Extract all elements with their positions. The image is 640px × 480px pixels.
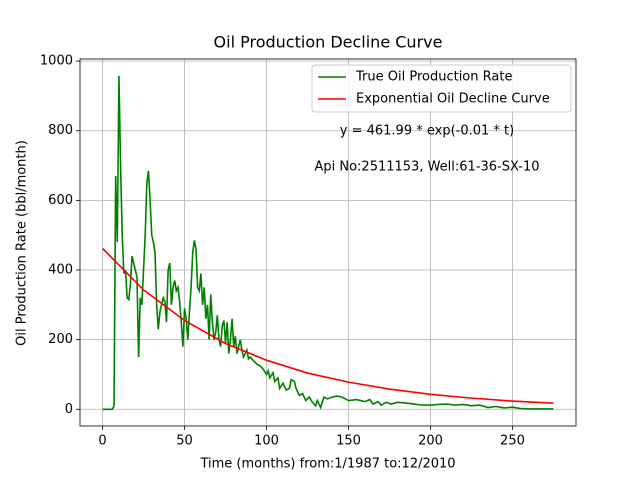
x-tick-label: 250 [500,434,525,449]
chart-title: Oil Production Decline Curve [214,33,443,52]
data-line [101,247,554,404]
legend-label: True Oil Production Rate [355,70,512,85]
x-axis-label: Time (months) from:1/1987 to:12/2010 [199,457,455,472]
y-tick-label: 200 [48,332,73,347]
annotation: Api No:2511153, Well:61-36-SX-10 [314,160,539,175]
annotation: y = 461.99 * exp(-0.01 * t) [340,124,514,139]
x-tick-label: 150 [336,434,361,449]
x-tick-label: 0 [98,434,106,449]
x-tick-label: 100 [254,434,279,449]
y-tick-label: 800 [48,123,73,138]
y-tick-label: 600 [48,193,73,208]
legend-label: Exponential Oil Decline Curve [356,92,550,107]
x-tick-label: 50 [176,434,193,449]
y-axis-label: Oil Production Rate (bbl/month) [15,140,30,346]
legend-box [311,64,572,113]
x-tick-label: 200 [418,434,443,449]
y-tick-label: 1000 [40,54,73,69]
plot-frame [79,58,577,427]
data-line [102,75,554,411]
y-tick-label: 400 [48,263,73,278]
y-tick-label: 0 [65,402,73,417]
